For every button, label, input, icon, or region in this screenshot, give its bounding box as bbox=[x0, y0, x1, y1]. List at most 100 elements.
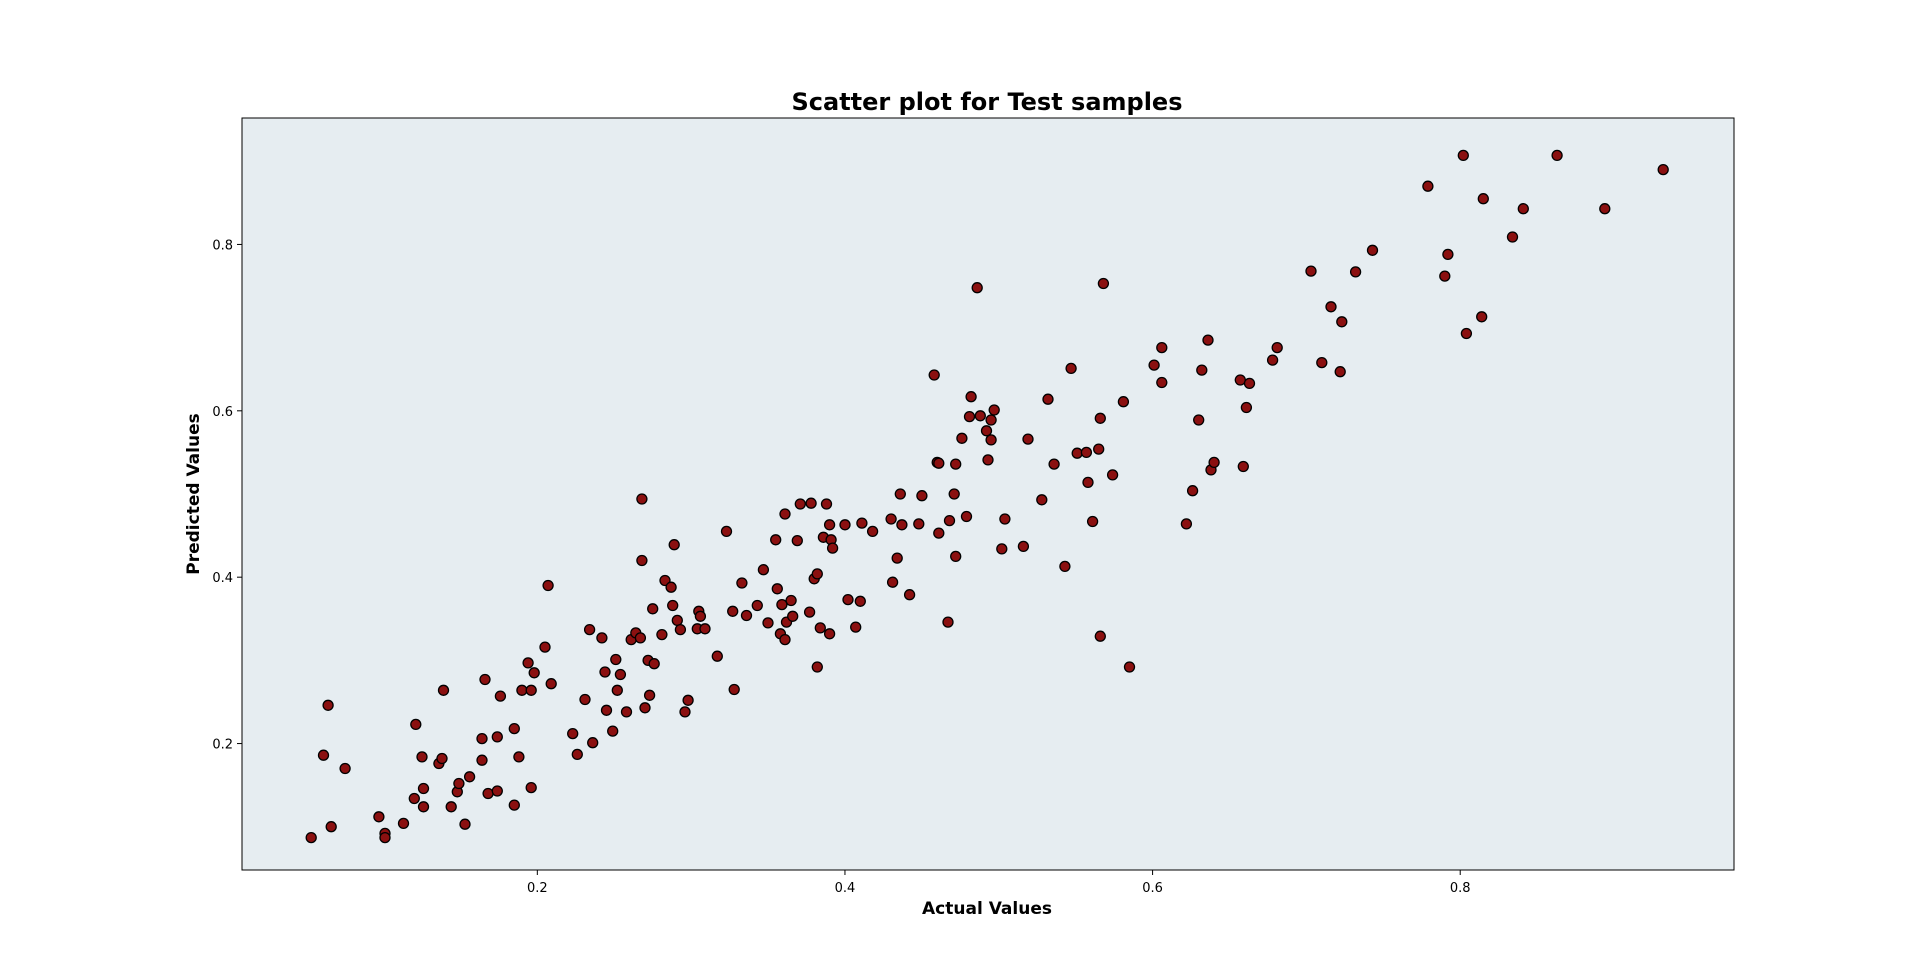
scatter-point bbox=[647, 603, 659, 615]
scatter-point bbox=[494, 690, 507, 702]
y-axis-label: Predicted Values bbox=[184, 413, 204, 574]
chart-title: Scatter plot for Test samples bbox=[792, 88, 1183, 116]
scatter-point bbox=[928, 369, 940, 381]
scatter-point bbox=[894, 488, 906, 500]
scatter-point bbox=[1106, 469, 1119, 481]
scatter-point bbox=[1208, 456, 1220, 469]
scatter-point bbox=[1517, 203, 1529, 215]
scatter-point bbox=[528, 667, 540, 679]
scatter-point bbox=[1422, 180, 1434, 192]
scatter-point bbox=[787, 610, 799, 622]
scatter-point bbox=[579, 693, 591, 706]
scatter-point bbox=[463, 771, 476, 783]
scatter-point bbox=[913, 518, 925, 530]
scatter-point bbox=[1093, 443, 1105, 455]
scatter-point bbox=[679, 706, 691, 718]
scatter-point bbox=[988, 404, 1000, 416]
scatter-point bbox=[1042, 393, 1054, 405]
scatter-point bbox=[1065, 362, 1077, 375]
scatter-point bbox=[1097, 277, 1110, 290]
scatter-point bbox=[736, 577, 748, 589]
scatter-point bbox=[634, 632, 647, 644]
scatter-point bbox=[950, 550, 962, 563]
scatter-point bbox=[539, 641, 551, 653]
scatter-point bbox=[596, 632, 608, 644]
scatter-point bbox=[985, 434, 997, 446]
scatter-point bbox=[999, 513, 1011, 525]
scatter-point bbox=[339, 762, 351, 775]
scatter-point bbox=[1271, 341, 1283, 354]
x-axis-label: Actual Values bbox=[922, 899, 1052, 919]
scatter-point bbox=[516, 684, 528, 696]
scatter-point bbox=[1460, 327, 1473, 340]
scatter-point bbox=[811, 661, 823, 673]
scatter-point bbox=[408, 792, 420, 805]
scatter-point bbox=[1156, 341, 1168, 354]
scatter-point bbox=[373, 811, 385, 823]
y-tick-label: 0.8 bbox=[212, 238, 233, 253]
scatter-point bbox=[826, 542, 839, 554]
scatter-point bbox=[1336, 316, 1348, 328]
scatter-point bbox=[771, 583, 783, 595]
scatter-point bbox=[965, 391, 977, 403]
scatter-point bbox=[571, 748, 583, 761]
scatter-point bbox=[1186, 485, 1199, 497]
scatter-point bbox=[776, 598, 788, 611]
scatter-point bbox=[567, 727, 579, 740]
scatter-point bbox=[854, 595, 866, 607]
scatter-point bbox=[814, 622, 826, 634]
scatter-point bbox=[1551, 149, 1563, 162]
y-tick-label: 0.2 bbox=[212, 738, 233, 753]
scatter-point bbox=[607, 725, 619, 737]
scatter-point bbox=[1059, 560, 1071, 573]
scatter-point bbox=[1036, 494, 1048, 506]
scatter-point bbox=[856, 517, 868, 529]
scatter-point bbox=[1334, 366, 1346, 378]
scatter-point bbox=[648, 658, 660, 670]
scatter-point bbox=[694, 610, 707, 622]
scatter-point bbox=[671, 614, 683, 627]
scatter-point bbox=[1237, 460, 1249, 473]
scatter-point bbox=[508, 799, 520, 811]
scatter-point bbox=[513, 751, 525, 763]
scatter-point bbox=[614, 668, 627, 681]
scatter-point bbox=[445, 801, 457, 813]
scatter-point bbox=[1193, 414, 1205, 426]
scatter-point bbox=[437, 684, 450, 696]
scatter-point bbox=[985, 414, 997, 426]
y-tick-label: 0.4 bbox=[212, 571, 233, 586]
scatter-point bbox=[960, 510, 973, 523]
scatter-point bbox=[1506, 231, 1519, 243]
scatter-point bbox=[525, 781, 537, 794]
scatter-point bbox=[305, 831, 317, 844]
scatter-point bbox=[1202, 334, 1214, 346]
scatter-point bbox=[820, 498, 833, 510]
scatter-point bbox=[583, 623, 596, 636]
scatter-point bbox=[1148, 359, 1160, 371]
scatter-point bbox=[522, 657, 534, 669]
scatter-point bbox=[885, 513, 897, 525]
scatter-point bbox=[1366, 244, 1379, 256]
plot-area bbox=[242, 118, 1734, 870]
scatter-point bbox=[720, 525, 733, 538]
scatter-point bbox=[1240, 401, 1253, 414]
scatter-point bbox=[491, 785, 503, 797]
scatter-point bbox=[1123, 661, 1136, 673]
scatter-point bbox=[416, 751, 428, 763]
scatter-point bbox=[727, 605, 739, 617]
plot-frame bbox=[241, 117, 1735, 871]
scatter-point bbox=[811, 568, 823, 580]
scatter-point bbox=[943, 514, 956, 527]
scatter-point bbox=[823, 628, 836, 640]
scatter-point bbox=[916, 490, 928, 502]
scatter-point bbox=[842, 593, 854, 606]
scatter-point bbox=[1439, 270, 1451, 282]
scatter-point bbox=[476, 754, 488, 766]
scatter-point bbox=[317, 749, 330, 761]
scatter-point bbox=[636, 554, 648, 567]
scatter-point bbox=[886, 576, 899, 588]
scatter-point bbox=[1094, 630, 1106, 642]
scatter-point bbox=[779, 633, 791, 646]
x-tick-label: 0.2 bbox=[527, 881, 548, 896]
